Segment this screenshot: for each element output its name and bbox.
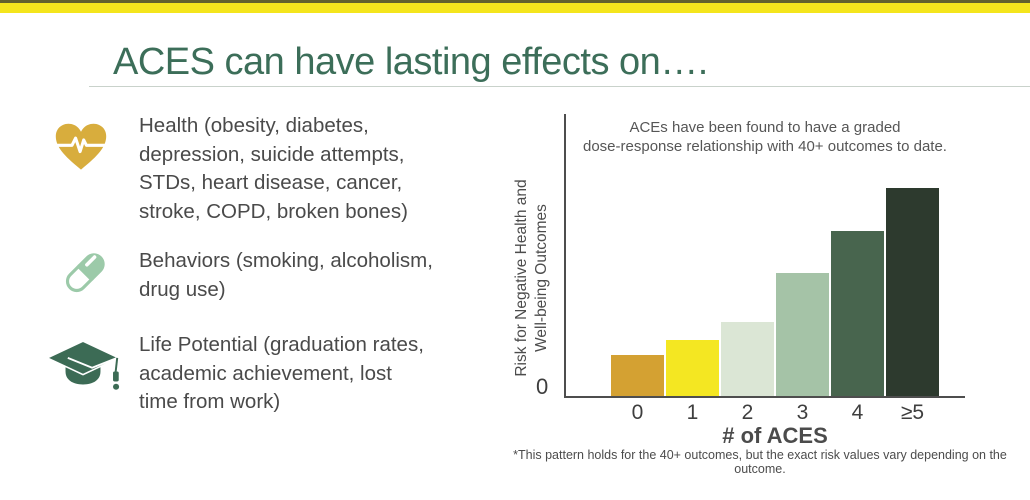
life-potential-line: time from work) (139, 390, 281, 413)
top-accent-dark-stripe (0, 0, 1030, 3)
life-potential-text-block: Life Potential (graduation rates, academ… (139, 331, 424, 417)
x-tick-label: 4 (851, 401, 864, 424)
bar-aces-4 (831, 231, 884, 396)
y-axis-origin-label: 0 (536, 374, 549, 399)
x-tick-label: 0 (631, 401, 644, 424)
health-line: STDs, heart disease, cancer, (139, 171, 403, 194)
behaviors-line: drug use) (139, 277, 226, 301)
bar-aces-≥5 (886, 188, 939, 396)
x-tick-label: 1 (686, 401, 699, 424)
behaviors-text-block: Behaviors (smoking, alcoholism, drug use… (139, 247, 433, 304)
chart-footnote: *This pattern holds for the 40+ outcomes… (513, 448, 1007, 476)
x-axis-label: # of ACES (722, 423, 828, 448)
health-line: Health (obesity, diabetes, (139, 114, 369, 137)
x-tick-label: ≥5 (900, 401, 925, 424)
graduation-cap-icon (45, 336, 121, 398)
chart-annotation-line: dose-response relationship with 40+ outc… (583, 138, 947, 155)
chart-annotation: ACEs have been found to have a graded do… (565, 118, 965, 156)
bar-aces-3 (776, 273, 829, 396)
behaviors-line: Behaviors (smoking, alcoholism, (139, 249, 433, 272)
x-tick-label: 2 (741, 401, 754, 424)
bar-aces-0 (611, 355, 664, 396)
bar-aces-2 (721, 322, 774, 396)
pill-icon (58, 246, 112, 300)
health-text-block: Health (obesity, diabetes, depression, s… (139, 112, 408, 226)
page-title: ACES can have lasting effects on…. (113, 41, 708, 83)
x-tick-row: 0 1 2 3 4 ≥5 (566, 401, 965, 427)
top-accent-yellow-stripe (0, 3, 1030, 13)
x-tick-label: 3 (796, 401, 809, 424)
health-line: stroke, COPD, broken bones) (139, 199, 408, 223)
life-potential-line: academic achievement, lost (139, 361, 392, 385)
plot-area (564, 114, 965, 398)
chart-annotation-line: ACEs have been found to have a graded (629, 119, 901, 136)
heart-pulse-icon (54, 119, 108, 177)
y-axis-label: Risk for Negative Health and Well-being … (513, 179, 550, 377)
life-potential-line: Life Potential (graduation rates, (139, 333, 424, 356)
bar-aces-1 (666, 340, 719, 396)
health-line: depression, suicide attempts, (139, 142, 405, 166)
title-underline-rule (89, 86, 1030, 87)
